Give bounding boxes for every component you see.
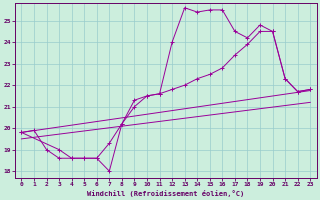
X-axis label: Windchill (Refroidissement éolien,°C): Windchill (Refroidissement éolien,°C) <box>87 190 244 197</box>
